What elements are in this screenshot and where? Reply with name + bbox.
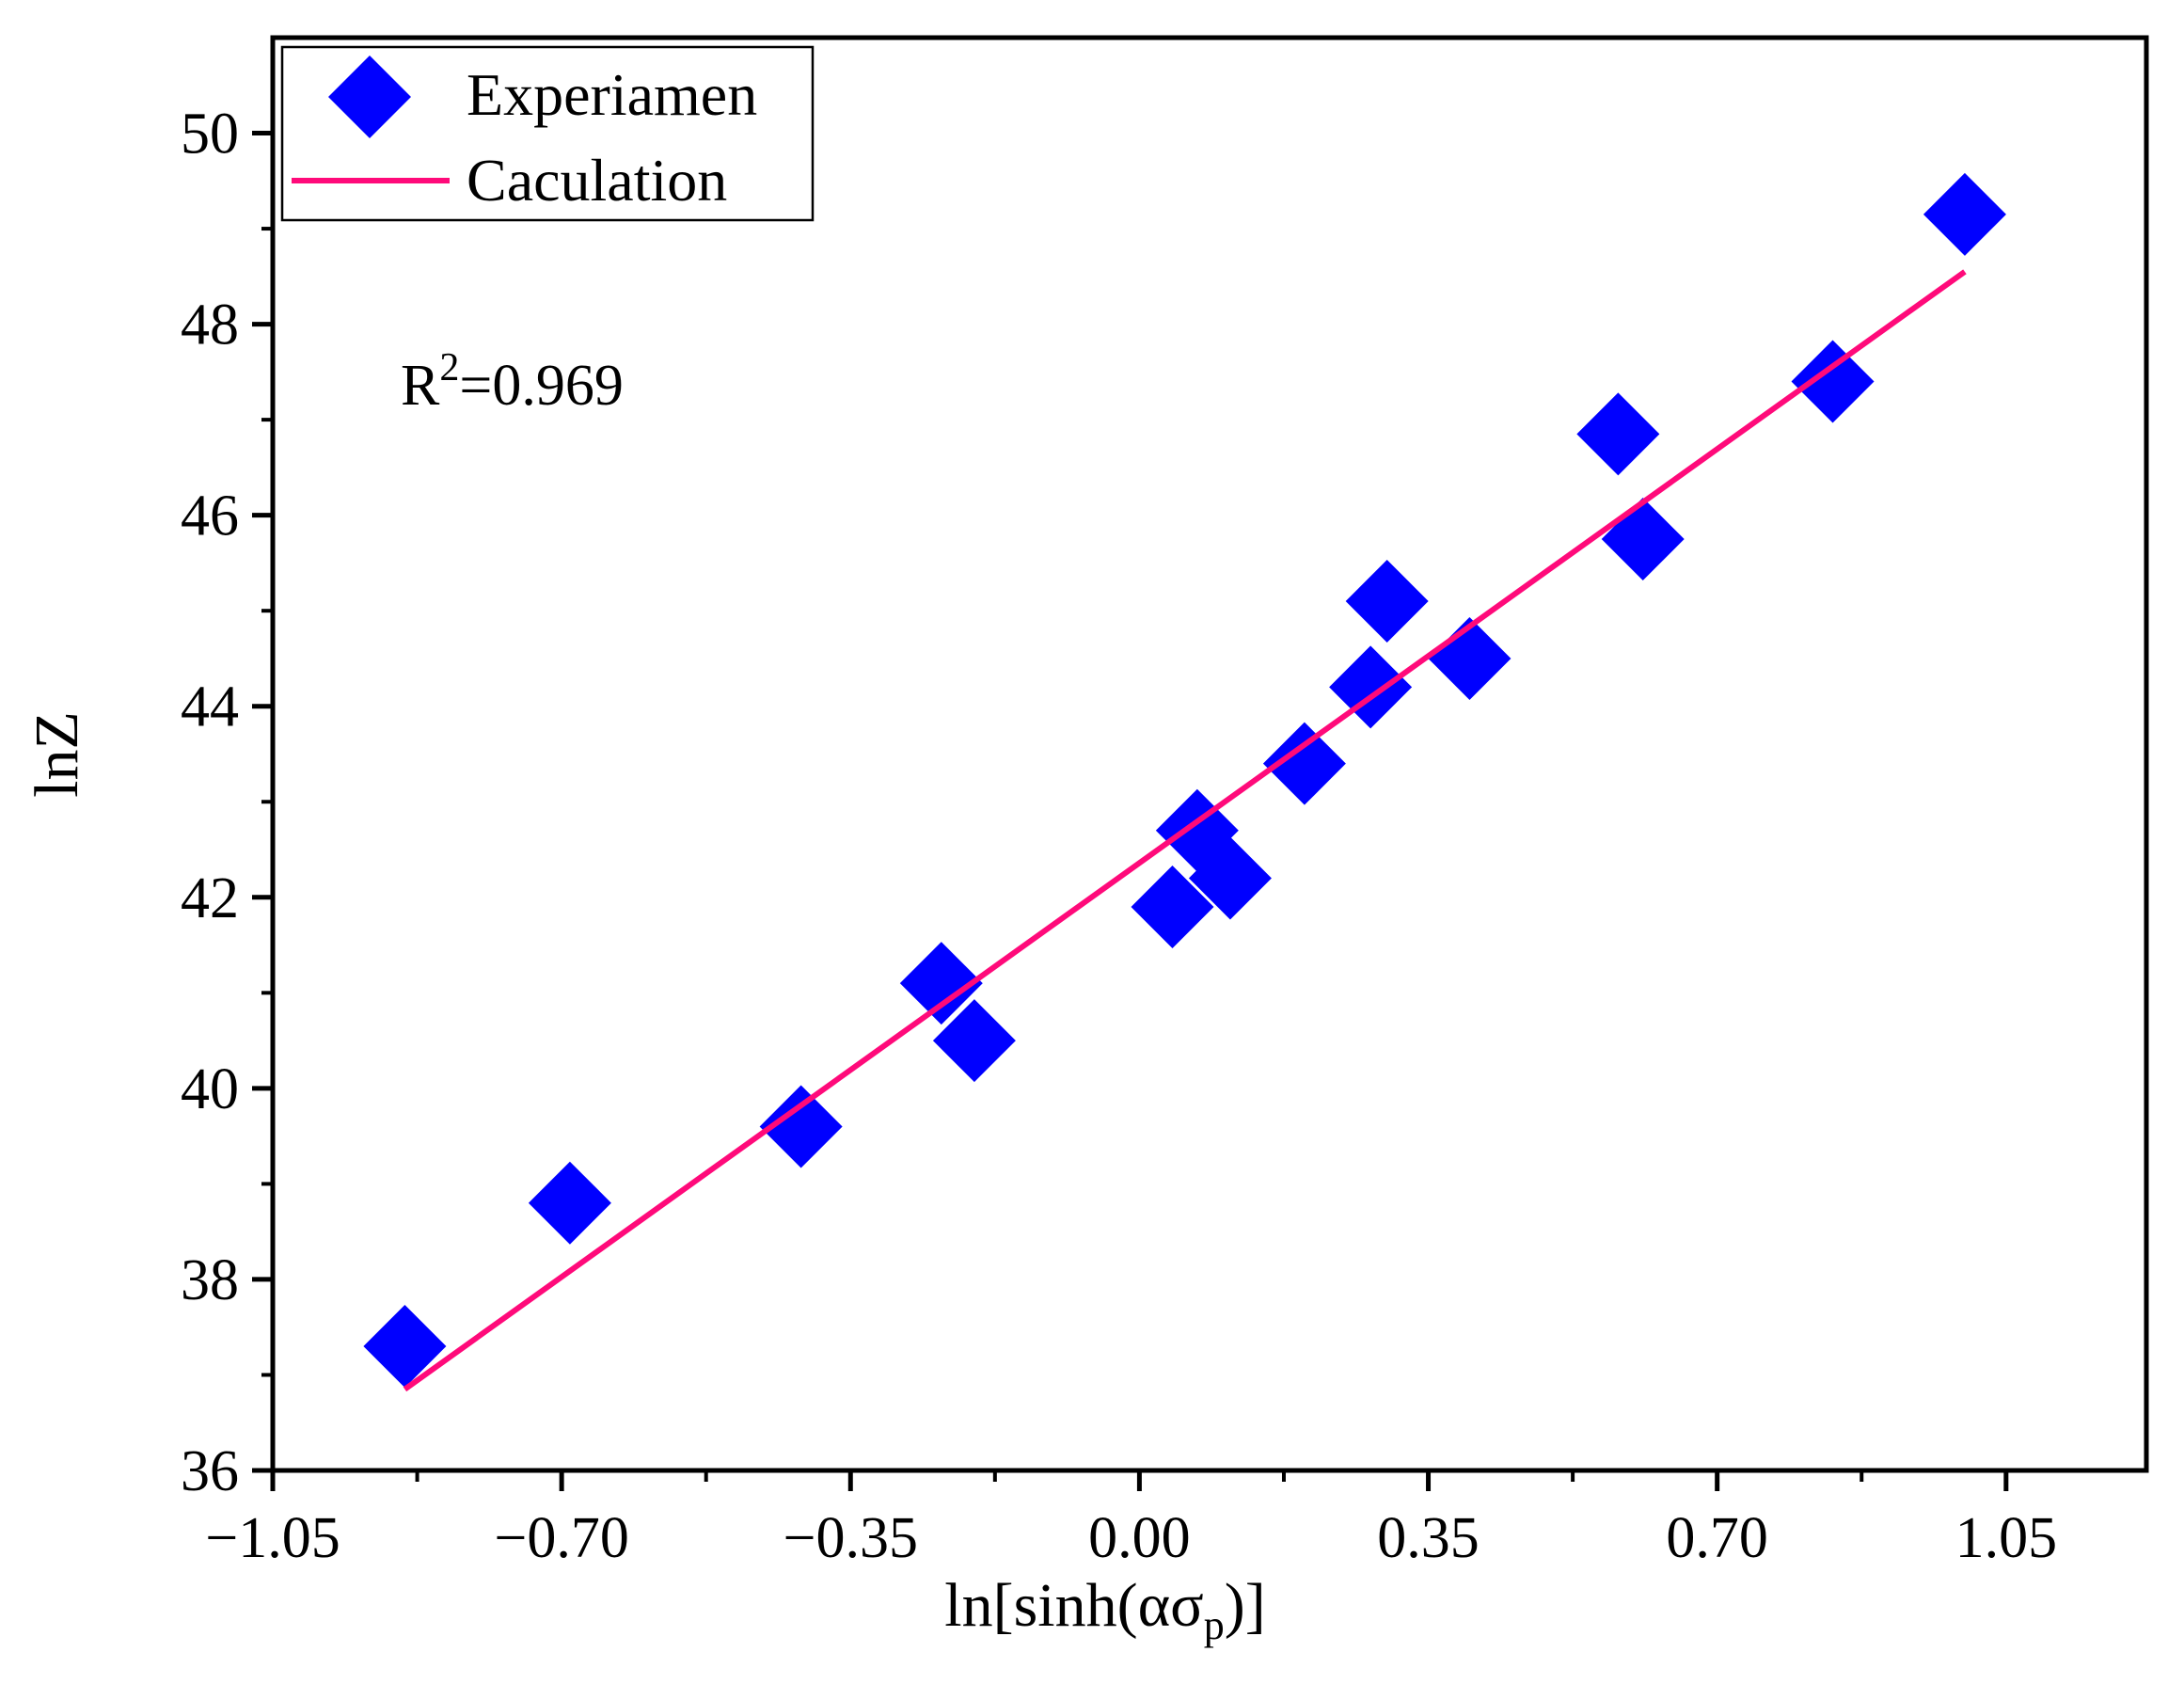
- tick-labels: −1.05 −0.70 −0.35 0.00 0.35 0.70 1.05 36 38 40 42 4…: [181, 103, 2057, 1570]
- y-tick-label: 36: [181, 1439, 239, 1503]
- x-tick-label: 0.70: [1666, 1506, 1768, 1570]
- data-point: [1576, 392, 1660, 476]
- y-tick-label: 48: [181, 294, 239, 357]
- x-axis-title: ln[sinh(ασp)]: [944, 1571, 1265, 1648]
- data-point: [759, 1085, 843, 1168]
- legend: Experiamen Caculation: [280, 45, 815, 222]
- legend-marker-diamond-icon: [328, 56, 411, 138]
- series-layer: [363, 172, 2006, 1392]
- x-tick-label: 0.00: [1088, 1506, 1191, 1570]
- y-tick-label: 42: [181, 866, 239, 930]
- x-tick-label: −0.70: [494, 1506, 628, 1570]
- x-tick-label: −1.05: [205, 1506, 340, 1570]
- data-point: [1601, 498, 1685, 581]
- x-axis-title-subscript: p: [1204, 1602, 1225, 1648]
- r-squared-annotation: R2=0.969: [401, 346, 624, 418]
- data-point: [1131, 865, 1214, 948]
- y-tick-label: 46: [181, 485, 239, 548]
- r-squared-superscript: 2: [439, 346, 459, 389]
- data-point: [1791, 340, 1875, 423]
- data-point: [1262, 722, 1346, 805]
- data-point: [1329, 645, 1413, 729]
- data-point: [899, 942, 983, 1025]
- r-squared-main: R: [401, 354, 440, 418]
- data-point: [1188, 836, 1272, 920]
- x-tick-label: 1.05: [1955, 1506, 2058, 1570]
- y-tick-label: 50: [181, 103, 239, 167]
- ticks: [252, 131, 2009, 1491]
- data-point: [363, 1305, 447, 1389]
- fit-line: [403, 269, 1967, 1392]
- y-tick-label: 38: [181, 1248, 239, 1312]
- data-point: [528, 1161, 611, 1245]
- x-tick-label: 0.35: [1377, 1506, 1480, 1570]
- legend-label-calculation: Caculation: [467, 147, 727, 214]
- y-tick-label: 40: [181, 1057, 239, 1121]
- legend-label-experiment: Experiamen: [467, 61, 757, 128]
- plot-frame: [270, 35, 2149, 1473]
- y-tick-label: 44: [181, 675, 239, 739]
- data-point: [932, 999, 1016, 1083]
- data-point: [1345, 560, 1429, 643]
- y-axis-title: lnZ: [23, 711, 91, 798]
- x-axis-title-main: ln[sinh(ασ: [944, 1571, 1203, 1640]
- x-tick-label: −0.35: [783, 1506, 918, 1570]
- r-squared-rest: =0.969: [459, 354, 623, 418]
- x-axis-title-end: )]: [1225, 1571, 1266, 1640]
- data-point: [1923, 172, 2006, 256]
